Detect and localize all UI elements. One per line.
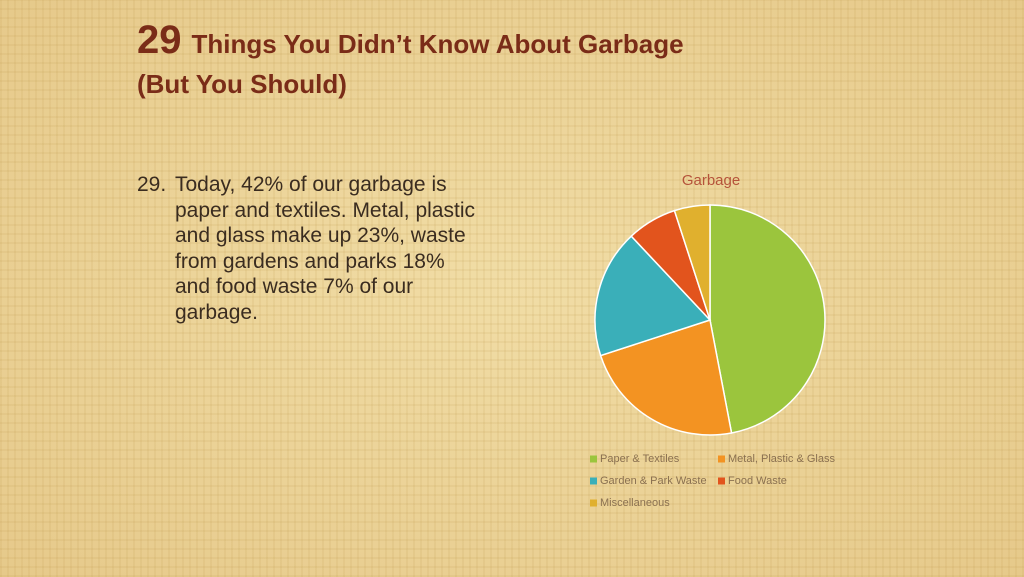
legend-label: Metal, Plastic & Glass [728, 453, 835, 465]
legend-label: Miscellaneous [600, 497, 670, 509]
pie-slice [594, 235, 712, 357]
legend-swatch [590, 455, 597, 463]
title-subtitle: (But You Should) [137, 69, 347, 99]
title-line: 29 Things You Didn’t Know About Garbage [137, 20, 684, 64]
legend-swatch [590, 499, 597, 507]
legend-swatch [718, 455, 725, 463]
legend-swatch [590, 477, 597, 485]
legend-swatch [718, 477, 725, 485]
slide-title: 29 Things You Didn’t Know About Garbage (… [137, 20, 684, 104]
pie-slice [673, 204, 711, 321]
chart-title: Garbage [682, 172, 740, 189]
list-text: Today, 42% of our garbage is paper and t… [175, 173, 475, 324]
list-marker: 29. [137, 173, 167, 196]
title-number: 29 [137, 18, 182, 62]
legend-label: Paper & Textiles [600, 453, 680, 465]
title-text: Things You Didn’t Know About Garbage [191, 29, 684, 59]
pie-slice [709, 204, 826, 434]
body-list: 29. Today, 42% of our garbage is paper a… [137, 172, 477, 325]
legend-label: Food Waste [728, 475, 787, 487]
pie-slice [599, 319, 733, 436]
legend-label: Garden & Park Waste [600, 475, 707, 487]
